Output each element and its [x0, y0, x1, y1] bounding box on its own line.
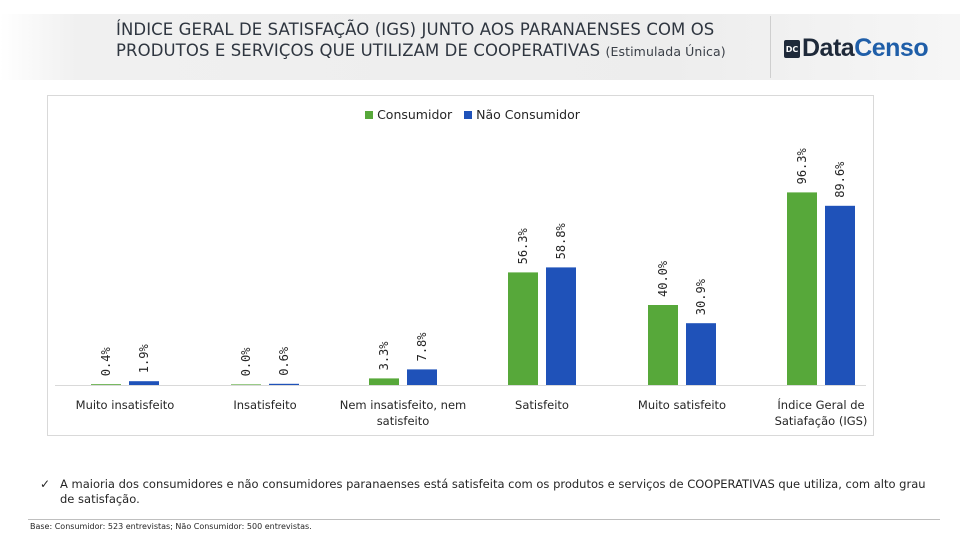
legend-label-nao-consumidor: Não Consumidor	[476, 107, 580, 122]
chart-frame	[47, 95, 874, 436]
bar-nao-consumidor-1	[269, 383, 299, 385]
value-label-consumidor-3: 56.3%	[516, 228, 530, 265]
checkmark-icon: ✓	[40, 477, 51, 491]
bar-nao-consumidor-4	[686, 323, 716, 385]
category-label-1: Insatisfeito	[233, 398, 296, 412]
legend-item-consumidor: Consumidor	[365, 107, 452, 122]
bar-consumidor-2	[369, 378, 399, 385]
title-line-1: ÍNDICE GERAL DE SATISFAÇÃO (IGS) JUNTO A…	[116, 20, 715, 39]
page-title: ÍNDICE GERAL DE SATISFAÇÃO (IGS) JUNTO A…	[116, 19, 776, 62]
logo-mark-icon: DC	[784, 40, 800, 58]
bar-consumidor-0	[91, 384, 121, 385]
note-text: A maioria dos consumidores e não consumi…	[60, 477, 926, 506]
legend-item-nao-consumidor: Não Consumidor	[464, 107, 580, 122]
category-label-4: Muito satisfeito	[638, 398, 726, 412]
value-label-nao-consumidor-5: 89.6%	[833, 161, 847, 198]
title-divider	[770, 16, 771, 78]
value-label-nao-consumidor-2: 7.8%	[415, 332, 429, 362]
chart-legend: Consumidor Não Consumidor	[0, 107, 945, 122]
title-band	[0, 14, 960, 80]
bar-consumidor-5	[787, 192, 817, 385]
key-finding-note: ✓ A maioria dos consumidores e não consu…	[40, 477, 940, 507]
legend-swatch-consumidor	[365, 110, 374, 119]
base-footnote: Base: Consumidor: 523 entrevistas; Não C…	[30, 522, 312, 531]
title-line-2-main: PRODUTOS E SERVIÇOS QUE UTILIZAM DE COOP…	[116, 41, 601, 60]
bar-nao-consumidor-3	[546, 267, 576, 385]
logo-text: DataCenso	[802, 33, 929, 63]
category-label-5: Índice Geral de Satiafação (IGS)	[775, 397, 868, 428]
title-line-2: PRODUTOS E SERVIÇOS QUE UTILIZAM DE COOP…	[116, 40, 776, 62]
value-label-nao-consumidor-3: 58.8%	[554, 223, 568, 260]
value-label-nao-consumidor-0: 1.9%	[137, 344, 151, 374]
logo-text-part1: Data	[802, 34, 855, 62]
value-label-consumidor-0: 0.4%	[99, 347, 113, 377]
value-label-consumidor-2: 3.3%	[377, 341, 391, 371]
value-label-nao-consumidor-4: 30.9%	[694, 278, 708, 315]
value-label-consumidor-1: 0.0%	[239, 347, 253, 377]
value-label-nao-consumidor-1: 0.6%	[277, 346, 291, 376]
legend-swatch-nao-consumidor	[464, 110, 473, 119]
datacenso-logo: DC DataCenso	[784, 33, 929, 63]
category-label-2: Nem insatisfeito, nem satisfeito	[340, 398, 467, 428]
bar-consumidor-4	[648, 305, 678, 385]
value-label-consumidor-4: 40.0%	[656, 260, 670, 297]
bar-nao-consumidor-0	[129, 381, 159, 385]
logo-text-part2: Censo	[854, 34, 929, 62]
bar-nao-consumidor-5	[825, 205, 855, 385]
title-suffix: (Estimulada Única)	[605, 44, 726, 59]
legend-label-consumidor: Consumidor	[377, 107, 453, 122]
bar-nao-consumidor-2	[407, 369, 437, 385]
footer-divider	[28, 519, 940, 520]
value-label-consumidor-5: 96.3%	[795, 148, 809, 185]
category-label-3: Satisfeito	[515, 398, 569, 412]
bar-consumidor-1	[231, 384, 261, 385]
bar-consumidor-3	[508, 272, 538, 385]
category-label-0: Muito insatisfeito	[76, 398, 175, 412]
